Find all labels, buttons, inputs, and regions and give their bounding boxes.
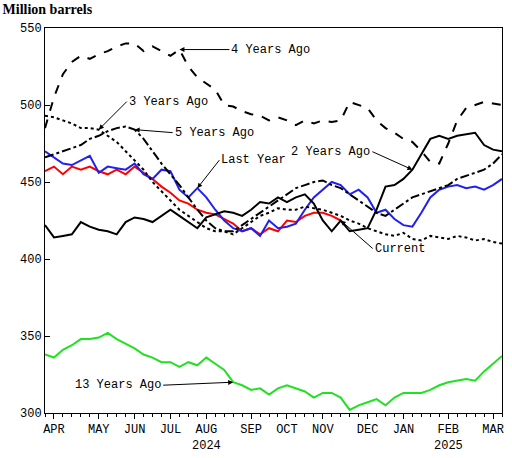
svg-text:300: 300 bbox=[20, 407, 42, 421]
svg-text:MAY: MAY bbox=[88, 423, 110, 437]
svg-text:400: 400 bbox=[20, 253, 42, 267]
svg-text:JUL: JUL bbox=[160, 423, 182, 437]
svg-text:550: 550 bbox=[20, 22, 42, 36]
svg-text:2025: 2025 bbox=[434, 439, 463, 453]
svg-text:APR: APR bbox=[43, 423, 65, 437]
svg-text:Current: Current bbox=[375, 242, 425, 256]
svg-text:JUN: JUN bbox=[124, 423, 146, 437]
svg-text:OCT: OCT bbox=[276, 423, 298, 437]
svg-text:2024: 2024 bbox=[192, 439, 221, 453]
svg-text:Last Year: Last Year bbox=[221, 153, 286, 167]
svg-text:350: 350 bbox=[20, 330, 42, 344]
svg-text:SEP: SEP bbox=[240, 423, 262, 437]
svg-text:Million barrels: Million barrels bbox=[3, 2, 93, 17]
svg-text:450: 450 bbox=[20, 176, 42, 190]
svg-text:AUG: AUG bbox=[195, 423, 217, 437]
svg-text:5 Years Ago: 5 Years Ago bbox=[175, 126, 254, 140]
svg-text:2 Years Ago: 2 Years Ago bbox=[291, 145, 370, 159]
svg-text:NOV: NOV bbox=[312, 423, 334, 437]
svg-text:500: 500 bbox=[20, 99, 42, 113]
svg-text:FEB: FEB bbox=[437, 423, 459, 437]
svg-text:4 Years Ago: 4 Years Ago bbox=[231, 43, 310, 57]
svg-text:DEC: DEC bbox=[357, 423, 379, 437]
svg-text:13 Years Ago: 13 Years Ago bbox=[75, 378, 161, 392]
svg-text:JAN: JAN bbox=[393, 423, 415, 437]
svg-text:3 Years Ago: 3 Years Ago bbox=[129, 95, 208, 109]
svg-text:MAR: MAR bbox=[482, 423, 504, 437]
